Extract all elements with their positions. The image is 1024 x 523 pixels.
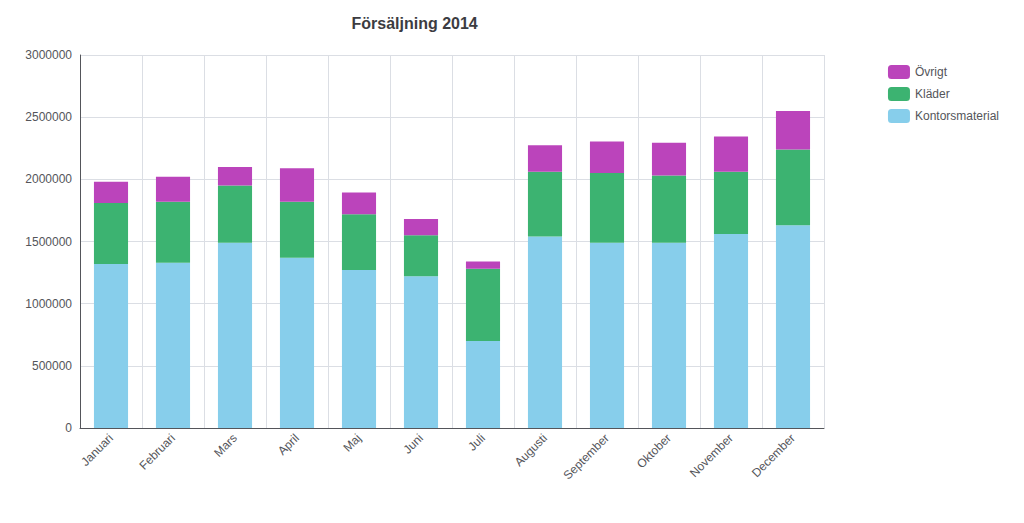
svg-text:Kläder: Kläder — [915, 87, 950, 101]
svg-text:Försäljning 2014: Försäljning 2014 — [351, 15, 477, 32]
svg-text:September: September — [561, 431, 612, 482]
svg-text:Februari: Februari — [136, 431, 177, 472]
svg-text:500000: 500000 — [32, 359, 72, 373]
svg-text:0: 0 — [65, 421, 72, 435]
svg-text:Kontorsmaterial: Kontorsmaterial — [915, 109, 999, 123]
svg-text:2500000: 2500000 — [25, 110, 72, 124]
svg-text:Januari: Januari — [78, 431, 116, 469]
svg-text:Mars: Mars — [211, 431, 240, 460]
svg-text:2000000: 2000000 — [25, 172, 72, 186]
svg-text:Juli: Juli — [465, 431, 488, 454]
svg-text:Oktober: Oktober — [634, 431, 674, 471]
svg-text:December: December — [749, 431, 798, 480]
svg-text:1000000: 1000000 — [25, 297, 72, 311]
svg-text:Övrigt: Övrigt — [915, 65, 948, 79]
svg-text:Maj: Maj — [340, 431, 364, 455]
svg-text:3000000: 3000000 — [25, 48, 72, 62]
svg-text:November: November — [687, 431, 736, 480]
svg-text:April: April — [275, 431, 302, 458]
svg-text:Juni: Juni — [400, 431, 425, 456]
svg-text:Augusti: Augusti — [512, 431, 550, 469]
svg-text:1500000: 1500000 — [25, 235, 72, 249]
